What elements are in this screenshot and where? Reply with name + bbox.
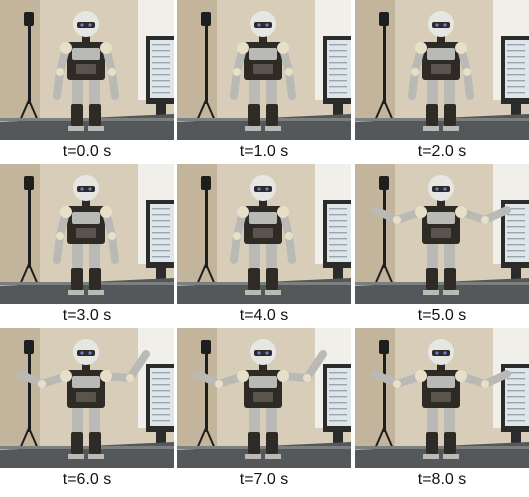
frame-cell: t=0.0 s — [0, 0, 174, 165]
frame-time-label: t=3.0 s — [62, 307, 112, 324]
robot-photo — [177, 0, 351, 140]
robot-photo-image — [0, 328, 174, 468]
frame-cell: t=3.0 s — [0, 164, 174, 329]
frame-time-label: t=8.0 s — [417, 471, 467, 488]
robot-photo-image — [177, 328, 351, 468]
robot-photo — [177, 164, 351, 304]
robot-photo-image — [355, 0, 529, 140]
robot-photo-image — [177, 164, 351, 304]
frame-time-label: t=0.0 s — [62, 143, 112, 160]
frame-cell: t=5.0 s — [355, 164, 529, 329]
frame-time-label: t=7.0 s — [239, 471, 289, 488]
robot-photo — [177, 328, 351, 468]
frame-time-label: t=4.0 s — [239, 307, 289, 324]
frame-cell: t=6.0 s — [0, 328, 174, 493]
robot-photo — [0, 328, 174, 468]
robot-photo — [0, 164, 174, 304]
robot-photo-image — [177, 0, 351, 140]
robot-photo-image — [355, 328, 529, 468]
frame-time-label: t=5.0 s — [417, 307, 467, 324]
robot-photo — [355, 328, 529, 468]
frame-cell: t=4.0 s — [177, 164, 351, 329]
frame-cell: t=1.0 s — [177, 0, 351, 165]
frame-time-label: t=2.0 s — [417, 143, 467, 160]
robot-photo-image — [0, 0, 174, 140]
robot-photo — [355, 164, 529, 304]
robot-photo — [0, 0, 174, 140]
frame-cell: t=8.0 s — [355, 328, 529, 493]
frame-time-label: t=6.0 s — [62, 471, 112, 488]
frame-cell: t=2.0 s — [355, 0, 529, 165]
robot-photo-image — [355, 164, 529, 304]
robot-photo-image — [0, 164, 174, 304]
robot-photo — [355, 0, 529, 140]
frame-cell: t=7.0 s — [177, 328, 351, 493]
frame-time-label: t=1.0 s — [239, 143, 289, 160]
